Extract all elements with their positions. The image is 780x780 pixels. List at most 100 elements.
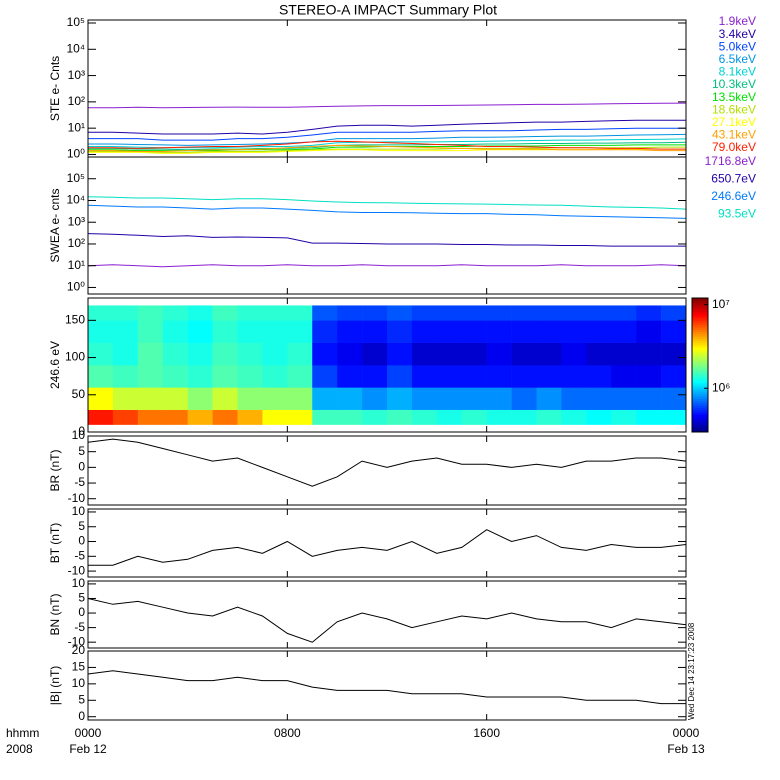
- heatmap-cell: [187, 320, 213, 343]
- heatmap-cell: [586, 387, 612, 410]
- timestamp: Wed Dec 14 23:17:23 2008: [687, 622, 696, 720]
- y-tick-label: 0: [78, 424, 85, 438]
- heatmap-cell: [636, 409, 662, 425]
- y-axis-label: |B| (nT): [48, 666, 62, 706]
- y-tick-label: 5: [78, 591, 85, 605]
- panel-frame: [87, 508, 687, 578]
- y-axis-label: SWEA e- cnts: [48, 188, 62, 262]
- y-tick-label: 10⁵: [67, 15, 85, 29]
- heatmap-cell: [387, 387, 413, 410]
- colorbar-step: [692, 416, 708, 420]
- heatmap-cell: [411, 365, 438, 388]
- heatmap-cell: [187, 387, 213, 410]
- colorbar-step: [692, 391, 708, 395]
- heatmap-cell: [611, 409, 637, 425]
- heatmap-cell: [387, 342, 413, 366]
- legend-entry: 13.5keV: [712, 90, 756, 104]
- y-tick-label: 10¹: [68, 258, 85, 272]
- y-tick-label: 10: [72, 576, 86, 590]
- heatmap-cell: [461, 342, 487, 366]
- heatmap-cell: [212, 320, 238, 343]
- legend-entry: 1716.8eV: [705, 154, 756, 168]
- heatmap-cell: [137, 320, 164, 343]
- heatmap-cell: [461, 365, 487, 388]
- heatmap-cell: [661, 409, 687, 425]
- x-tick-label: 0800: [274, 726, 301, 740]
- heatmap-cell: [88, 409, 114, 425]
- y-tick-label: 10⁵: [67, 171, 85, 185]
- heatmap-cell: [661, 305, 687, 321]
- legend-entry: 8.1keV: [719, 65, 756, 79]
- colorbar-step: [692, 313, 708, 317]
- colorbar-step: [692, 331, 708, 335]
- heatmap-cell: [611, 387, 637, 410]
- heatmap-cell: [112, 320, 139, 343]
- heatmap-cell: [486, 305, 512, 321]
- y-tick-label: 150: [65, 313, 85, 327]
- heatmap-cell: [636, 320, 662, 343]
- heatmap-cell: [287, 320, 313, 343]
- heatmap-cell: [187, 342, 213, 366]
- y-tick-label: -10: [68, 491, 86, 505]
- colorbar-step: [692, 344, 708, 348]
- heatmap-cell: [536, 305, 562, 321]
- heatmap-cell: [387, 305, 413, 321]
- colorbar-step: [692, 347, 708, 350]
- colorbar-tick-label: 10⁶: [712, 380, 730, 394]
- colorbar-step: [692, 342, 708, 346]
- colorbar-step: [692, 356, 708, 359]
- heatmap-cell: [287, 342, 313, 366]
- heatmap-cell: [88, 305, 114, 321]
- heatmap-cell: [187, 305, 213, 321]
- heatmap-cell: [411, 305, 438, 321]
- series-line: [88, 598, 686, 643]
- y-tick-label: 10⁴: [66, 193, 85, 207]
- heatmap-cell: [511, 305, 537, 321]
- heatmap-cell: [536, 365, 562, 388]
- colorbar-step: [692, 315, 708, 319]
- colorbar-step: [692, 302, 708, 306]
- heatmap-cell: [262, 409, 288, 425]
- heatmap-cell: [237, 365, 263, 388]
- series-line: [88, 119, 686, 135]
- heatmap-cell: [212, 409, 238, 425]
- heatmap-cell: [461, 320, 487, 343]
- y-tick-label: 0: [78, 709, 85, 723]
- colorbar-step: [692, 382, 708, 386]
- heatmap-cell: [561, 320, 587, 343]
- x-tick-label: 1600: [473, 726, 500, 740]
- heatmap-cell: [362, 305, 388, 321]
- heatmap-cell: [586, 305, 612, 321]
- colorbar-step: [692, 394, 708, 397]
- heatmap-cell: [661, 365, 687, 388]
- legend-entry: 1.9keV: [719, 14, 756, 28]
- heatmap-cell: [287, 365, 313, 388]
- colorbar-step: [692, 367, 708, 370]
- heatmap-cell: [436, 342, 463, 366]
- colorbar-step: [692, 353, 708, 357]
- legend-entry: 5.0keV: [719, 39, 756, 53]
- y-tick-label: 10: [72, 504, 86, 518]
- heatmap-cell: [436, 387, 463, 410]
- colorbar-step: [692, 360, 708, 364]
- colorbar-step: [692, 340, 708, 344]
- heatmap-cell: [387, 409, 413, 425]
- colorbar-step: [692, 309, 708, 312]
- colorbar-frame: [691, 297, 709, 433]
- colorbar-step: [692, 425, 708, 429]
- heatmap-cell: [112, 409, 139, 425]
- heatmap-cell: [137, 365, 164, 388]
- heatmap-cell: [137, 305, 164, 321]
- colorbar-step: [692, 322, 708, 326]
- heatmap-cell: [561, 387, 587, 410]
- colorbar-step: [692, 407, 708, 411]
- colorbar-step: [692, 398, 708, 402]
- y-tick-label: 0: [78, 605, 85, 619]
- heatmap-cell: [486, 320, 512, 343]
- heatmap-cell: [162, 342, 188, 366]
- heatmap-cell: [212, 365, 238, 388]
- heatmap-cell: [611, 365, 637, 388]
- heatmap-cell: [287, 305, 313, 321]
- heatmap-cell: [411, 320, 438, 343]
